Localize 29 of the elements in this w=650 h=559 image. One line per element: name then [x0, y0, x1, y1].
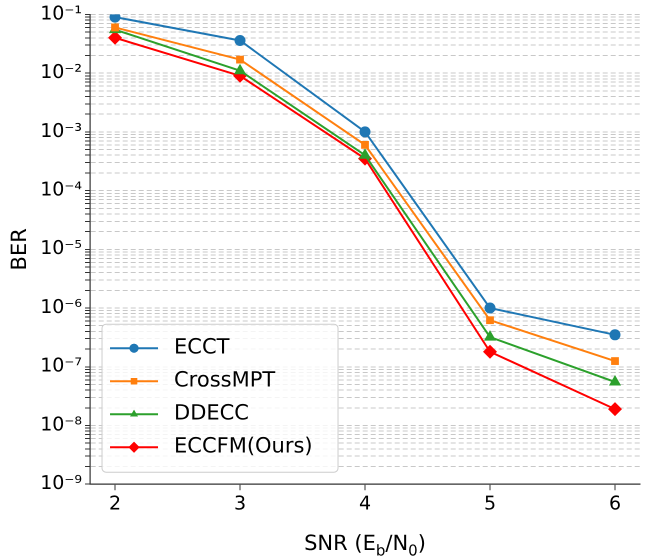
x-tick-label: 4 [358, 492, 372, 515]
y-tick-label: 10⁻⁴ [40, 178, 82, 201]
y-tick-label: 10⁻⁸ [40, 413, 82, 436]
point [234, 34, 246, 46]
point [486, 316, 494, 324]
x-tick-label: 5 [484, 492, 496, 515]
y-axis-title: BER [7, 228, 32, 270]
legend-label: ECCFM(Ours) [174, 434, 313, 458]
point [610, 329, 620, 340]
y-tick-label: 10⁻⁵ [40, 237, 82, 260]
y-tick-label: 10⁻¹ [40, 2, 82, 24]
legend-label: CrossMPT [174, 368, 276, 392]
x-tick-label: 2 [108, 492, 122, 515]
y-tick-label: 10⁻⁷ [40, 354, 82, 377]
legend-label: DDECC [174, 400, 249, 425]
y-tick-label: 10⁻² [40, 61, 82, 84]
x-tick-label: 3 [234, 492, 246, 515]
point [611, 357, 619, 365]
point [483, 344, 498, 359]
point [484, 302, 496, 314]
legend-label: ECCT [174, 334, 230, 359]
point [236, 56, 244, 64]
point [608, 402, 622, 416]
y-tick-label: 10⁻³ [40, 120, 82, 142]
point [360, 126, 371, 138]
y-tick-label: 10⁻⁹ [40, 472, 82, 494]
x-tick-label: 6 [608, 492, 622, 515]
y-tick-label: 10⁻⁶ [40, 296, 82, 318]
point [361, 140, 369, 149]
